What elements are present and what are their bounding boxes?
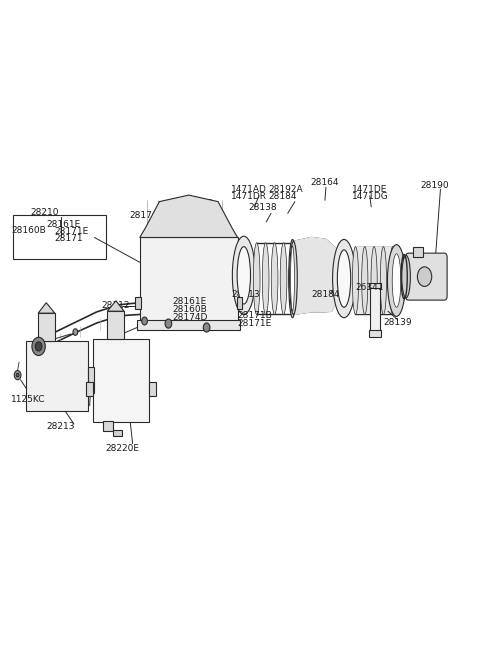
Ellipse shape	[289, 243, 296, 314]
Text: 28160B: 28160B	[172, 305, 207, 314]
Polygon shape	[108, 301, 124, 311]
Bar	[237, 297, 242, 309]
Circle shape	[142, 317, 147, 325]
Text: 28161E: 28161E	[47, 220, 81, 229]
Text: 28171B: 28171B	[238, 311, 272, 320]
Ellipse shape	[253, 243, 260, 314]
Text: 28174D: 28174D	[129, 211, 165, 220]
Text: 28213: 28213	[47, 422, 75, 431]
Text: 28192A: 28192A	[269, 185, 303, 194]
Bar	[86, 382, 93, 396]
Ellipse shape	[387, 245, 406, 316]
Text: 28174D: 28174D	[172, 312, 208, 322]
Bar	[113, 430, 121, 436]
Text: 28184: 28184	[312, 290, 340, 299]
Bar	[370, 286, 380, 333]
Polygon shape	[140, 195, 238, 238]
Circle shape	[73, 329, 78, 335]
Text: 28113: 28113	[231, 290, 260, 299]
Text: 28164: 28164	[311, 178, 339, 187]
Circle shape	[16, 373, 19, 377]
Ellipse shape	[371, 247, 377, 314]
Bar	[140, 238, 238, 322]
Polygon shape	[108, 311, 124, 339]
Circle shape	[418, 267, 432, 286]
Ellipse shape	[288, 240, 296, 318]
Polygon shape	[293, 238, 343, 314]
Ellipse shape	[262, 243, 269, 314]
Ellipse shape	[380, 247, 386, 314]
Bar	[13, 215, 107, 259]
Ellipse shape	[289, 242, 297, 314]
Bar	[88, 367, 94, 393]
Bar	[149, 382, 156, 396]
Polygon shape	[38, 303, 55, 313]
Text: 28171E: 28171E	[55, 227, 89, 236]
Text: 28171: 28171	[55, 234, 84, 243]
Ellipse shape	[362, 247, 368, 314]
Text: 28160B: 28160B	[11, 227, 46, 235]
Bar	[137, 320, 240, 330]
Bar	[413, 248, 423, 257]
Circle shape	[203, 323, 210, 332]
Text: 28139: 28139	[383, 318, 412, 327]
Bar	[135, 297, 141, 309]
Polygon shape	[38, 313, 55, 341]
Ellipse shape	[237, 247, 251, 304]
Text: 28210: 28210	[30, 208, 59, 217]
Text: 28220E: 28220E	[106, 443, 139, 453]
Text: 1471DG: 1471DG	[352, 192, 389, 201]
Text: 28161E: 28161E	[172, 297, 206, 306]
Ellipse shape	[352, 247, 359, 314]
Ellipse shape	[280, 243, 287, 314]
Circle shape	[32, 337, 45, 356]
Text: 28138: 28138	[249, 203, 277, 212]
Bar	[369, 330, 381, 337]
Bar	[369, 283, 381, 288]
Text: 26341: 26341	[356, 282, 384, 291]
Text: 1125KC: 1125KC	[11, 395, 46, 403]
Text: 1471DR: 1471DR	[231, 192, 267, 201]
Bar	[356, 247, 393, 314]
Bar	[93, 339, 149, 422]
Ellipse shape	[333, 240, 356, 318]
Text: 28184: 28184	[269, 192, 297, 201]
Text: 1471AD: 1471AD	[231, 185, 267, 194]
Ellipse shape	[390, 247, 396, 314]
Bar	[103, 421, 113, 431]
Circle shape	[35, 342, 42, 351]
Circle shape	[165, 319, 172, 328]
Text: 1471DE: 1471DE	[352, 185, 387, 194]
Text: 28190: 28190	[420, 181, 449, 190]
Text: 1471DT: 1471DT	[409, 290, 444, 299]
Ellipse shape	[290, 246, 294, 311]
Ellipse shape	[392, 253, 401, 307]
Text: 28112: 28112	[102, 301, 130, 310]
Text: 28171E: 28171E	[238, 319, 272, 328]
Ellipse shape	[402, 255, 410, 298]
Ellipse shape	[232, 236, 255, 314]
Text: 28111: 28111	[185, 199, 214, 208]
Ellipse shape	[337, 250, 351, 307]
Circle shape	[14, 371, 21, 380]
Ellipse shape	[271, 243, 278, 314]
FancyBboxPatch shape	[406, 253, 447, 300]
Bar	[26, 341, 88, 411]
